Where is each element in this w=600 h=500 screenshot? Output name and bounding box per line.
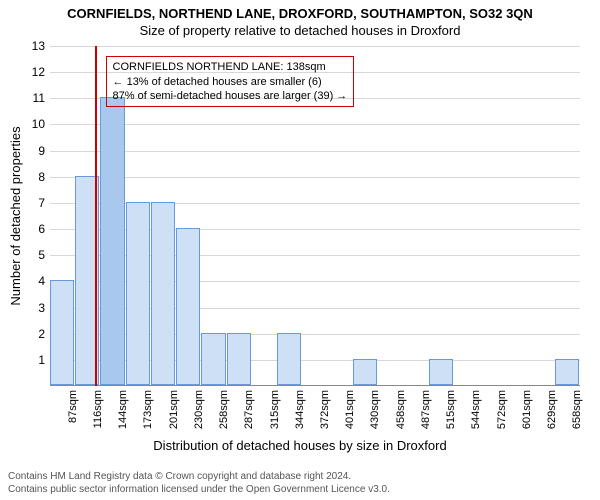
x-tick-label: 629sqm (546, 390, 558, 429)
annotation-line: ← 13% of detached houses are smaller (6) (113, 75, 348, 89)
y-tick-label: 4 (15, 274, 45, 288)
y-tick-label: 7 (15, 196, 45, 210)
histogram-bar (201, 333, 225, 385)
y-tick-label: 2 (15, 327, 45, 341)
y-tick-label: 6 (15, 222, 45, 236)
x-tick-label: 144sqm (117, 390, 129, 429)
x-tick-label: 87sqm (67, 390, 79, 423)
y-tick-label: 8 (15, 170, 45, 184)
histogram-bar (227, 333, 251, 385)
histogram-bar (50, 280, 74, 385)
footer-line-1: Contains HM Land Registry data © Crown c… (8, 470, 390, 483)
y-tick-label: 13 (15, 39, 45, 53)
histogram-bar (429, 359, 453, 385)
x-tick-label: 458sqm (395, 390, 407, 429)
x-tick-label: 487sqm (420, 390, 432, 429)
chart-container: CORNFIELDS, NORTHEND LANE, DROXFORD, SOU… (0, 0, 600, 500)
x-tick-label: 116sqm (92, 390, 104, 428)
histogram-bar (151, 202, 175, 385)
reference-line (95, 46, 97, 386)
x-tick-label: 601sqm (521, 390, 533, 429)
x-tick-label: 544sqm (470, 390, 482, 429)
y-tick-label: 1 (15, 353, 45, 367)
footer-line-2: Contains public sector information licen… (8, 483, 390, 496)
title-main: CORNFIELDS, NORTHEND LANE, DROXFORD, SOU… (0, 0, 600, 21)
y-tick-label: 10 (15, 117, 45, 131)
x-tick-label: 173sqm (142, 390, 154, 429)
x-tick-label: 430sqm (369, 390, 381, 429)
histogram-bar (277, 333, 301, 385)
x-tick-label: 230sqm (193, 390, 205, 429)
y-tick-label: 12 (15, 65, 45, 79)
y-tick-label: 3 (15, 301, 45, 315)
x-tick-label: 515sqm (445, 390, 457, 429)
x-axis-label: Distribution of detached houses by size … (0, 438, 600, 453)
histogram-bar (100, 97, 124, 385)
histogram-bar (176, 228, 200, 385)
x-tick-label: 572sqm (496, 390, 508, 429)
x-tick-label: 372sqm (319, 390, 331, 429)
x-tick-label: 287sqm (243, 390, 255, 429)
annotation-box: CORNFIELDS NORTHEND LANE: 138sqm← 13% of… (106, 56, 355, 107)
annotation-line: 87% of semi-detached houses are larger (… (113, 89, 348, 103)
title-subtitle: Size of property relative to detached ho… (0, 21, 600, 38)
chart-zone: 12345678910111213CORNFIELDS NORTHEND LAN… (50, 46, 580, 386)
x-tick-label: 344sqm (294, 390, 306, 429)
y-tick-label: 5 (15, 248, 45, 262)
y-tick-label: 11 (15, 91, 45, 105)
x-tick-label: 315sqm (269, 390, 281, 429)
histogram-bar (126, 202, 150, 385)
histogram-bar (555, 359, 579, 385)
footer-attribution: Contains HM Land Registry data © Crown c… (8, 470, 390, 496)
gridline-h (50, 124, 580, 125)
plot-area: 12345678910111213CORNFIELDS NORTHEND LAN… (50, 46, 580, 386)
x-tick-label: 201sqm (168, 390, 180, 429)
gridline-h (50, 177, 580, 178)
gridline-h (50, 151, 580, 152)
x-tick-label: 658sqm (571, 390, 583, 429)
histogram-bar (353, 359, 377, 385)
annotation-line: CORNFIELDS NORTHEND LANE: 138sqm (113, 60, 348, 74)
x-tick-label: 258sqm (218, 390, 230, 429)
gridline-h (50, 46, 580, 47)
y-tick-label: 9 (15, 144, 45, 158)
x-tick-label: 401sqm (344, 390, 356, 429)
